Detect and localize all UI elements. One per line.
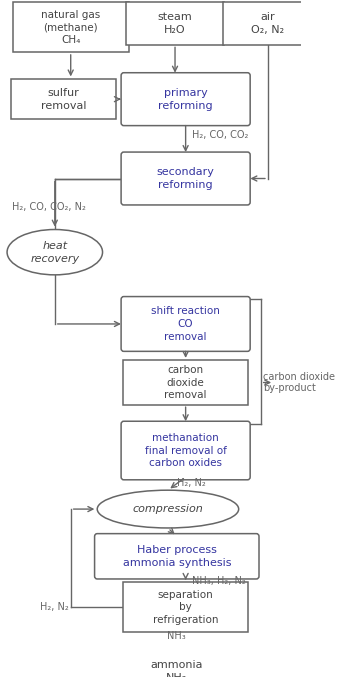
Ellipse shape — [97, 490, 239, 528]
Text: natural gas
(methane)
CH₄: natural gas (methane) CH₄ — [41, 9, 100, 45]
Text: steam
H₂O: steam H₂O — [158, 12, 192, 35]
Text: shift reaction
CO
removal: shift reaction CO removal — [151, 306, 220, 342]
Text: H₂, N₂: H₂, N₂ — [40, 603, 69, 612]
Ellipse shape — [7, 230, 103, 275]
FancyBboxPatch shape — [11, 79, 116, 119]
Text: separation
by
refrigeration: separation by refrigeration — [153, 590, 218, 625]
Text: sulfur
removal: sulfur removal — [41, 88, 86, 110]
Text: carbon
dioxide
removal: carbon dioxide removal — [164, 365, 207, 400]
FancyBboxPatch shape — [121, 297, 250, 351]
Text: compression: compression — [133, 504, 203, 514]
Text: Haber process
ammonia synthesis: Haber process ammonia synthesis — [122, 545, 231, 568]
Text: NH₃: NH₃ — [167, 631, 186, 640]
FancyBboxPatch shape — [121, 152, 250, 205]
FancyBboxPatch shape — [123, 360, 248, 405]
Text: H₂, CO, CO₂: H₂, CO, CO₂ — [192, 130, 248, 140]
FancyBboxPatch shape — [121, 72, 250, 126]
Text: heat
recovery: heat recovery — [30, 241, 79, 263]
Text: H₂, CO, CO₂, N₂: H₂, CO, CO₂, N₂ — [12, 202, 86, 212]
Text: methanation
final removal of
carbon oxides: methanation final removal of carbon oxid… — [145, 433, 226, 468]
FancyBboxPatch shape — [126, 2, 224, 45]
Text: secondary
reforming: secondary reforming — [157, 167, 215, 190]
Polygon shape — [106, 651, 248, 677]
FancyBboxPatch shape — [95, 533, 259, 579]
Text: NH₃, H₂, N₂: NH₃, H₂, N₂ — [192, 576, 245, 586]
FancyBboxPatch shape — [123, 582, 248, 632]
FancyBboxPatch shape — [121, 421, 250, 480]
Text: carbon dioxide
by-product: carbon dioxide by-product — [264, 372, 336, 393]
Text: air
O₂, N₂: air O₂, N₂ — [251, 12, 284, 35]
FancyBboxPatch shape — [13, 2, 129, 52]
Text: H₂, N₂: H₂, N₂ — [177, 478, 206, 487]
FancyBboxPatch shape — [223, 2, 312, 45]
Text: ammonia
NH₃: ammonia NH₃ — [151, 660, 203, 677]
Text: primary
reforming: primary reforming — [158, 88, 213, 110]
